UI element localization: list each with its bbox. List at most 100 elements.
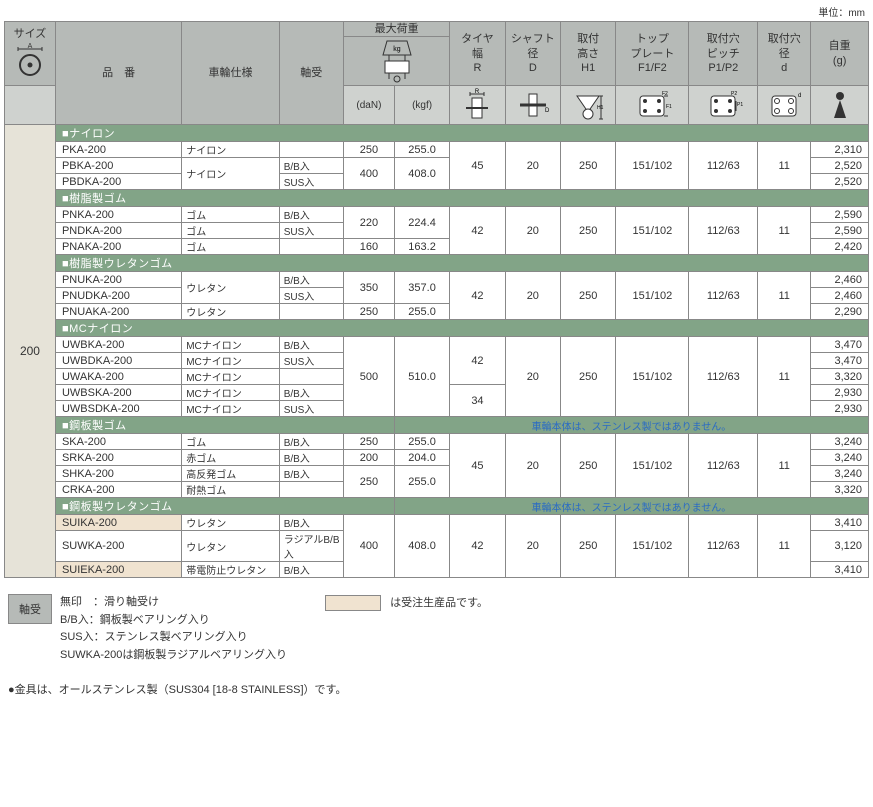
dan-cell: 250 [343, 434, 394, 450]
th-load-icon: kg [343, 37, 449, 86]
kgf-cell: 357.0 [394, 272, 449, 304]
kgf-cell: 408.0 [394, 158, 449, 190]
spec-cell: ウレタン [182, 515, 279, 531]
d-cell: 11 [758, 272, 811, 320]
partno-cell: UWAKA-200 [55, 369, 181, 385]
svg-text:kg: kg [393, 46, 401, 53]
svg-text:P1: P1 [737, 102, 743, 108]
bearing-cell: B/B入 [279, 562, 343, 578]
dan-cell: 400 [343, 158, 394, 190]
spec-table: サイズ A 品 番 車輪仕様 軸受 最大荷重 タイヤ幅R シャフト径D 取付高さ… [4, 21, 869, 578]
weight-cell: 2,590 [811, 207, 869, 223]
spec-cell: MCナイロン [182, 337, 279, 353]
dan-cell: 160 [343, 239, 394, 255]
th-load: 最大荷重 [343, 22, 449, 37]
spec-cell: MCナイロン [182, 369, 279, 385]
spec-cell: ゴム [182, 223, 279, 239]
dan-cell: 220 [343, 207, 394, 239]
kgf-cell: 255.0 [394, 304, 449, 320]
th-partno: 品 番 [55, 22, 181, 125]
th-size: サイズ A [5, 22, 56, 86]
weight-cell: 2,930 [811, 385, 869, 401]
weight-cell: 3,320 [811, 482, 869, 498]
legend-line: SUS入：ステンレス製ベアリング入り [60, 629, 287, 647]
partno-cell: SUIEKA-200 [55, 562, 181, 578]
th-height: 取付高さH1 [561, 22, 616, 86]
H1-cell: 250 [561, 272, 616, 320]
R-cell: 45 [450, 434, 505, 498]
category-note: 車輪本体は、ステンレス製ではありません。 [394, 498, 868, 515]
bearing-cell: B/B入 [279, 385, 343, 401]
partno-cell: PNUKA-200 [55, 272, 181, 288]
kgf-cell: 255.0 [394, 466, 449, 498]
th-D-icon: D [505, 86, 560, 125]
bearing-cell: B/B入 [279, 450, 343, 466]
spec-cell: 高反発ゴム [182, 466, 279, 482]
th-d-icon: d [758, 86, 811, 125]
footnote: ●金具は、オールステンレス製（SUS304 [18-8 STAINLESS]）で… [8, 681, 865, 697]
th-wt-icon [811, 86, 869, 125]
bearing-cell: SUS入 [279, 401, 343, 417]
bearing-cell: SUS入 [279, 288, 343, 304]
size-cell: 200 [5, 125, 56, 578]
spec-cell: ゴム [182, 434, 279, 450]
bearing-cell [279, 142, 343, 158]
dan-cell: 400 [343, 515, 394, 578]
partno-cell: PNUAKA-200 [55, 304, 181, 320]
P-cell: 112/63 [689, 142, 758, 190]
weight-cell: 3,240 [811, 450, 869, 466]
spec-cell: ナイロン [182, 142, 279, 158]
spec-cell: 赤ゴム [182, 450, 279, 466]
category-header: ■鋼板製ウレタンゴム [55, 498, 394, 515]
R-cell: 34 [450, 385, 505, 417]
load-icon: kg [375, 39, 419, 83]
F-cell: 151/102 [616, 272, 689, 320]
spec-cell: 耐熱ゴム [182, 482, 279, 498]
D-cell: 20 [505, 142, 560, 190]
dan-cell: 200 [343, 450, 394, 466]
bearing-cell: SUS入 [279, 174, 343, 190]
svg-text:R: R [475, 89, 480, 95]
th-bearing: 軸受 [279, 22, 343, 125]
svg-text:D: D [545, 108, 550, 114]
bearing-cell: SUS入 [279, 353, 343, 369]
F-cell: 151/102 [616, 434, 689, 498]
category-header: ■MCナイロン [55, 320, 868, 337]
F-cell: 151/102 [616, 207, 689, 255]
unit-label: 単位：mm [4, 4, 865, 19]
weight-cell: 2,520 [811, 174, 869, 190]
th-weight: 自重(g) [811, 22, 869, 86]
d-cell: 11 [758, 515, 811, 578]
D-cell: 20 [505, 434, 560, 498]
bearing-cell [279, 369, 343, 385]
legend-lines: 無印 ：滑り軸受けB/B入：鋼板製ベアリング入りSUS入：ステンレス製ベアリング… [60, 594, 287, 664]
R-cell: 45 [450, 142, 505, 190]
weight-cell: 3,470 [811, 353, 869, 369]
weight-cell: 3,120 [811, 531, 869, 562]
F-cell: 151/102 [616, 142, 689, 190]
dan-cell: 250 [343, 142, 394, 158]
kgf-cell: 408.0 [394, 515, 449, 578]
category-note: 車輪本体は、ステンレス製ではありません。 [394, 417, 868, 434]
height-icon: H1 [571, 88, 605, 122]
dan-cell: 500 [343, 337, 394, 417]
size-icon: A [12, 43, 48, 79]
d-cell: 11 [758, 142, 811, 190]
partno-cell: PBDKA-200 [55, 174, 181, 190]
svg-text:H1: H1 [597, 105, 604, 111]
D-cell: 20 [505, 207, 560, 255]
legend-swatch: は受注生産品です。 [295, 594, 488, 611]
spec-cell: 帯電防止ウレタン [182, 562, 279, 578]
spec-cell: ウレタン [182, 272, 279, 304]
D-cell: 20 [505, 272, 560, 320]
d-cell: 11 [758, 434, 811, 498]
partno-cell: SRKA-200 [55, 450, 181, 466]
R-cell: 42 [450, 272, 505, 320]
bearing-cell: B/B入 [279, 466, 343, 482]
F-cell: 151/102 [616, 515, 689, 578]
spec-cell: MCナイロン [182, 353, 279, 369]
D-cell: 20 [505, 337, 560, 417]
legend-bearing-label: 軸受 [8, 594, 52, 624]
svg-text:F1: F1 [666, 104, 672, 110]
th-shaft: シャフト径D [505, 22, 560, 86]
